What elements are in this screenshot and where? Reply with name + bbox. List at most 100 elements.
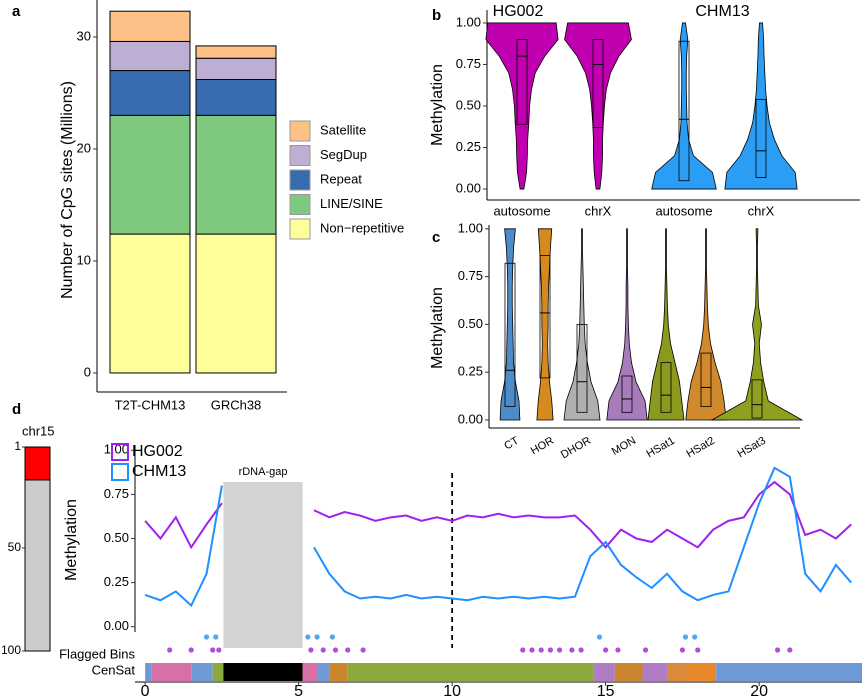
box (678, 40, 690, 182)
track-label: Flagged Bins (59, 646, 135, 661)
violin (710, 228, 804, 421)
y-tick-label: 50 (8, 540, 22, 554)
legend-swatch (289, 145, 311, 166)
y-tick-label: 0.25 (456, 139, 481, 154)
legend-label: CHM13 (132, 463, 186, 480)
gap-region (223, 482, 303, 648)
bar-segment (109, 10, 191, 42)
censat-segment (614, 663, 643, 681)
flagged-bin (360, 647, 366, 653)
x-tick-label: HSat3 (735, 435, 767, 461)
chromosome-highlight (24, 446, 51, 481)
y-tick-label: 30 (77, 28, 91, 43)
violin (564, 22, 632, 190)
censat-segment (593, 663, 615, 681)
censat-segment (151, 663, 192, 681)
bar-segment (195, 45, 277, 59)
flagged-bin (345, 647, 351, 653)
flagged-bin (203, 634, 210, 640)
censat-segment (667, 663, 689, 681)
x-tick-label: 5 (294, 683, 303, 700)
flagged-bin (188, 647, 194, 653)
y-axis-label: Number of CpG sites (Millions) (59, 81, 76, 299)
censat-segment (716, 663, 862, 681)
legend-swatch (289, 120, 311, 142)
legend-label: Satellite (320, 122, 366, 137)
flagged-bin (556, 647, 563, 653)
bar-segment (195, 57, 277, 81)
y-tick-label: 1.00 (456, 14, 481, 29)
y-tick-label: 0.75 (104, 486, 129, 501)
bar-segment (195, 114, 277, 235)
y-tick-label: 0.00 (104, 618, 129, 633)
censat-segment (145, 663, 152, 681)
box (592, 39, 604, 128)
flagged-bin (603, 647, 609, 653)
flagged-bin (642, 647, 649, 653)
flagged-bin (314, 634, 320, 640)
track-label: CenSat (92, 662, 136, 677)
y-tick-label: 20 (77, 140, 91, 155)
panel-label: d (12, 401, 21, 418)
x-tick-label: MON (610, 435, 638, 458)
bar-segment (195, 79, 277, 116)
box (751, 379, 763, 419)
bar-segment (109, 233, 191, 374)
y-tick-label: 0.00 (456, 180, 481, 195)
x-tick-label: HSat1 (644, 435, 676, 461)
censat-segment (191, 663, 213, 681)
flagged-bin (538, 647, 544, 653)
legend-swatch (111, 443, 129, 461)
legend-swatch (289, 194, 311, 215)
box (700, 352, 712, 407)
y-tick-label: 1 (14, 439, 21, 453)
legend-label: Non−repetitive (320, 220, 404, 235)
bar-segment (109, 70, 191, 116)
flagged-bin (520, 647, 526, 653)
line-series (144, 480, 852, 550)
y-tick-label: 0.25 (104, 574, 129, 589)
violin (536, 228, 554, 421)
flagged-bin (213, 634, 219, 640)
x-tick-label: 0 (141, 683, 150, 700)
censat-segment (223, 663, 303, 681)
y-tick-label: 0.75 (456, 56, 481, 71)
flagged-bin (305, 634, 311, 640)
flagged-bin (679, 647, 685, 653)
flagged-bin (332, 647, 339, 653)
x-tick-label: 20 (750, 683, 768, 700)
panel-label: a (12, 3, 21, 20)
bar-segment (195, 233, 277, 374)
flagged-bin (329, 634, 336, 640)
y-tick-label: 0.25 (458, 364, 483, 379)
y-tick-label: 0.75 (458, 268, 483, 283)
y-tick-label: 1.00 (104, 442, 129, 457)
flagged-bin (596, 634, 603, 640)
flagged-bin (216, 647, 222, 653)
flagged-bin (695, 647, 701, 653)
flagged-bin (578, 647, 584, 653)
flagged-bin (692, 634, 698, 640)
censat-segment (302, 663, 318, 681)
flagged-bin (615, 647, 621, 653)
censat-segment (347, 663, 594, 681)
y-axis-label: Methylation (63, 499, 80, 581)
x-tick-label: HSat2 (684, 435, 716, 461)
y-tick-label: 1.00 (458, 220, 483, 235)
box (621, 375, 633, 413)
bar-segment (109, 114, 191, 235)
y-tick-label: 10 (77, 252, 91, 267)
box (660, 362, 672, 413)
flagged-bin (529, 647, 535, 653)
flagged-bin (547, 647, 553, 653)
legend-label: LINE/SINE (320, 196, 383, 211)
legend-swatch (111, 463, 129, 481)
panel-label: c (432, 229, 440, 246)
x-tick-label: 10 (443, 683, 461, 700)
x-tick-label: DHOR (559, 435, 593, 462)
censat-segment (688, 663, 717, 681)
bar-segment (109, 40, 191, 72)
violin (499, 228, 521, 421)
flagged-bin (308, 647, 314, 653)
